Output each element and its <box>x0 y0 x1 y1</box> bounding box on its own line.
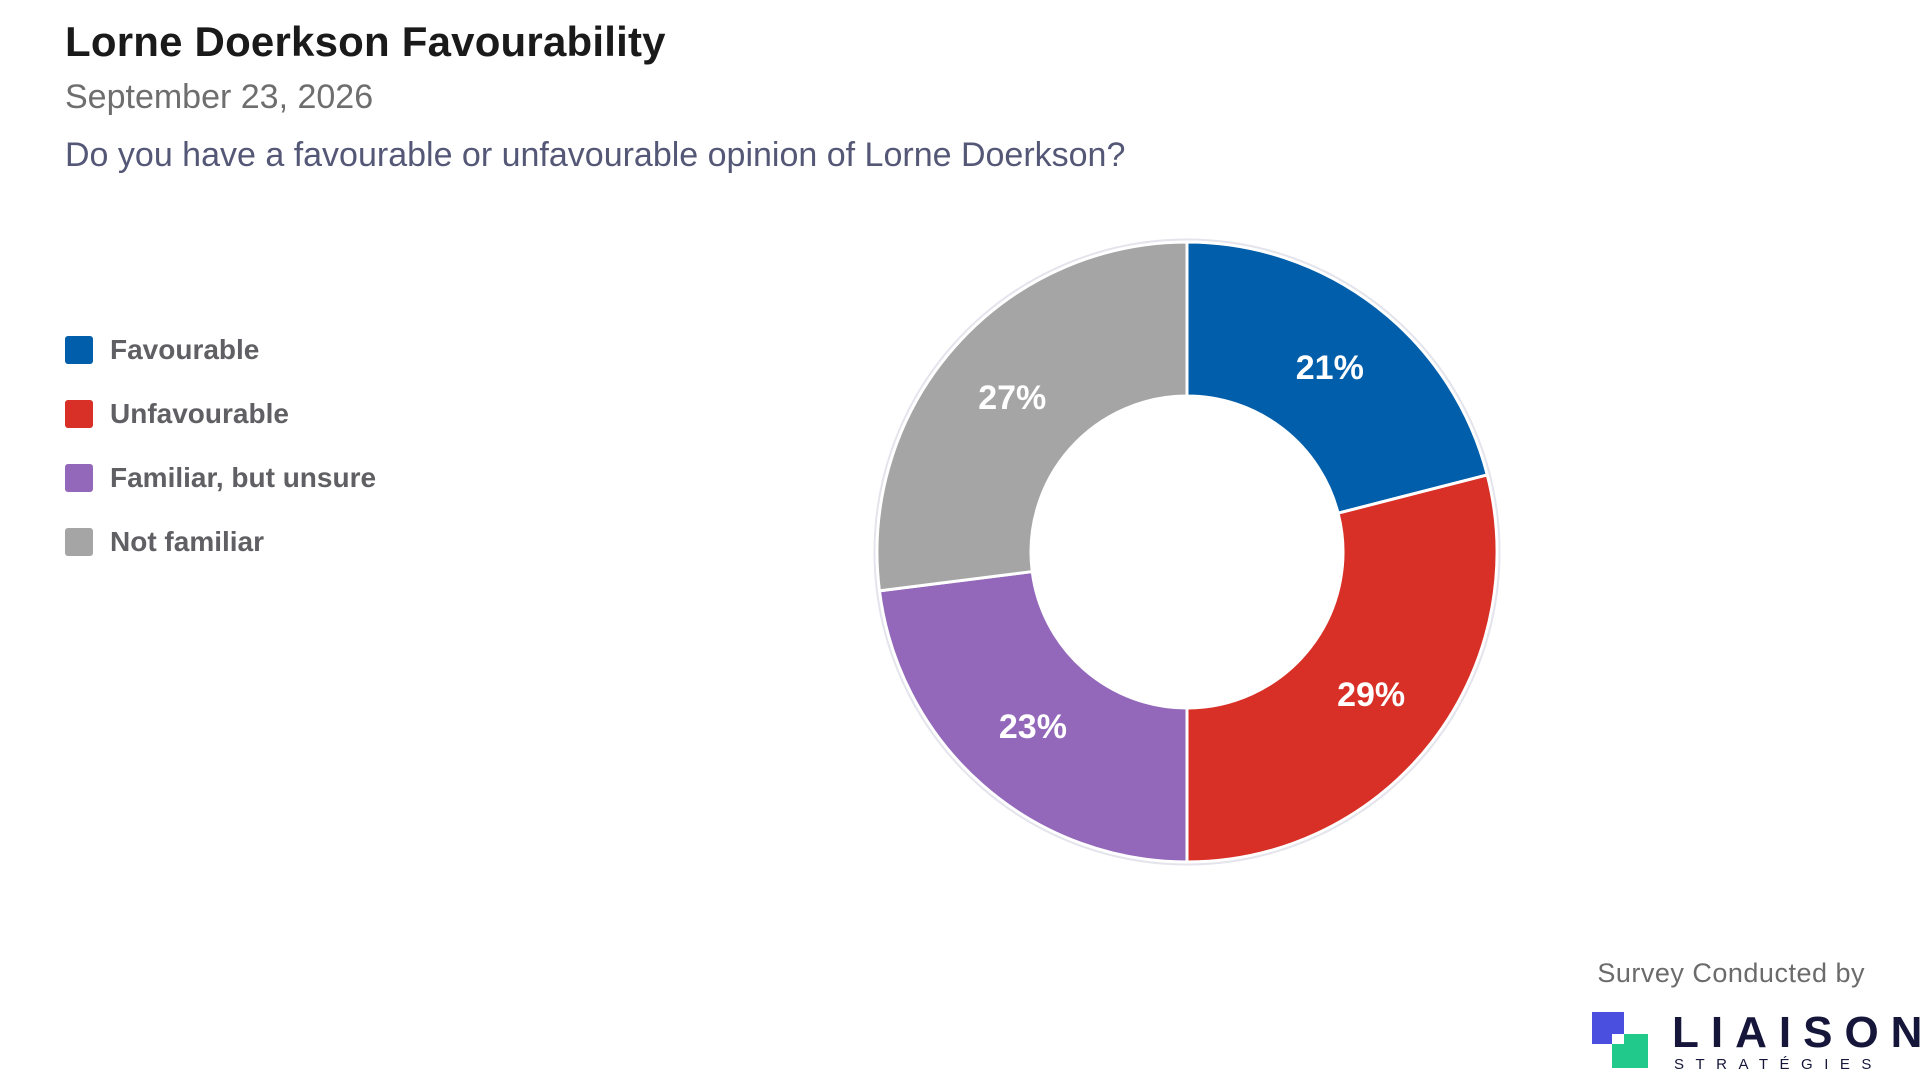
donut-outline <box>873 238 1501 866</box>
donut-slice-familiar-unsure <box>877 570 1189 864</box>
survey-question: Do you have a favourable or unfavourable… <box>65 136 1126 174</box>
legend-item-unfavourable: Unfavourable <box>65 382 376 446</box>
legend: Favourable Unfavourable Familiar, but un… <box>65 318 376 574</box>
logo-mark-icon <box>1592 1012 1648 1068</box>
data-label-unfavourable: 29% <box>1337 676 1405 714</box>
chart-title: Lorne Doerkson Favourability <box>65 18 666 65</box>
legend-item-familiar-unsure: Familiar, but unsure <box>65 446 376 510</box>
data-label-favourable: 21% <box>1296 349 1364 387</box>
logo-wordmark: LIAISON <box>1672 1008 1920 1057</box>
legend-item-favourable: Favourable <box>65 318 376 382</box>
chart-date: September 23, 2026 <box>65 78 374 116</box>
legend-swatch-familiar-unsure <box>65 464 93 492</box>
legend-swatch-unfavourable <box>65 400 93 428</box>
legend-item-not-familiar: Not familiar <box>65 510 376 574</box>
donut-slice-favourable <box>1185 240 1489 515</box>
legend-label-not-familiar: Not familiar <box>110 526 265 557</box>
liaison-strategies-logo: LIAISON STRATÉGIES <box>1592 1008 1920 1073</box>
data-label-familiar-unsure: 23% <box>999 708 1067 746</box>
survey-credit: Survey Conducted by <box>1597 958 1865 988</box>
donut-slice-unfavourable <box>1185 473 1499 864</box>
legend-label-favourable: Favourable <box>110 334 260 365</box>
legend-label-unfavourable: Unfavourable <box>110 398 289 429</box>
legend-swatch-not-familiar <box>65 528 93 556</box>
logo-subtext: STRATÉGIES <box>1674 1056 1883 1073</box>
legend-label-familiar-unsure: Familiar, but unsure <box>110 462 377 493</box>
data-label-not-familiar: 27% <box>978 379 1046 417</box>
donut-slice-not-familiar <box>875 240 1189 593</box>
legend-swatch-favourable <box>65 336 93 364</box>
